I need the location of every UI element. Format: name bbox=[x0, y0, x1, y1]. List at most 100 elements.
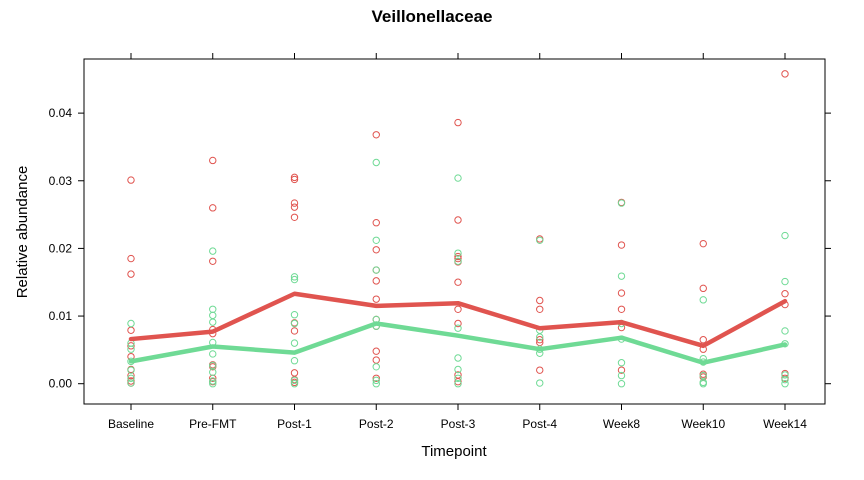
data-point bbox=[699, 380, 707, 388]
data-point bbox=[536, 366, 544, 374]
data-point bbox=[781, 380, 789, 388]
y-axis-label: Relative abundance bbox=[14, 166, 31, 299]
series-mean-line bbox=[128, 291, 788, 349]
data-point bbox=[372, 158, 380, 167]
data-point bbox=[290, 357, 299, 365]
data-point bbox=[209, 311, 217, 320]
data-point bbox=[209, 377, 217, 385]
data-point bbox=[372, 347, 380, 355]
data-point bbox=[699, 284, 707, 293]
data-point bbox=[454, 257, 462, 265]
data-point bbox=[290, 311, 299, 319]
data-point bbox=[617, 371, 626, 380]
data-point bbox=[536, 333, 544, 341]
axes: Baseline Pre-FMT Post-1 Post-2 Post-3 Post-4 W… bbox=[49, 53, 831, 431]
data-point bbox=[617, 289, 626, 297]
data-point bbox=[372, 363, 380, 371]
data-point bbox=[617, 199, 626, 207]
data-point bbox=[781, 70, 789, 78]
data-point bbox=[454, 252, 462, 261]
data-point bbox=[454, 278, 462, 286]
data-point bbox=[617, 380, 626, 388]
data-point bbox=[617, 272, 626, 280]
data-point bbox=[536, 296, 544, 305]
data-point bbox=[209, 368, 217, 376]
mean-lines bbox=[128, 291, 788, 365]
data-point bbox=[209, 204, 217, 212]
data-point bbox=[372, 374, 380, 382]
data-point bbox=[209, 257, 217, 265]
data-point bbox=[127, 366, 135, 374]
data-point bbox=[699, 239, 707, 248]
data-point bbox=[290, 327, 299, 335]
data-point bbox=[372, 131, 380, 139]
data-point bbox=[290, 213, 299, 221]
data-point bbox=[290, 273, 299, 281]
data-point bbox=[617, 359, 626, 367]
data-point bbox=[209, 156, 217, 165]
data-point bbox=[781, 290, 789, 298]
data-point bbox=[454, 374, 462, 382]
data-point bbox=[127, 326, 135, 334]
y-tick-label: 0.03 bbox=[49, 174, 73, 188]
data-point bbox=[127, 377, 135, 385]
data-point bbox=[290, 319, 299, 328]
data-point bbox=[617, 366, 626, 374]
x-axis-label: Timepoint bbox=[421, 443, 487, 460]
y-tick-label: 0.04 bbox=[49, 106, 73, 120]
data-point bbox=[454, 377, 462, 386]
data-point bbox=[209, 318, 217, 326]
series-mean-line bbox=[128, 321, 788, 365]
x-tick-label: Baseline bbox=[108, 417, 154, 431]
data-point bbox=[699, 296, 707, 304]
data-point bbox=[372, 356, 380, 364]
data-point bbox=[209, 247, 217, 255]
data-point bbox=[454, 118, 462, 127]
data-point bbox=[209, 380, 217, 388]
data-point bbox=[454, 365, 462, 374]
data-point bbox=[536, 236, 544, 244]
data-point bbox=[127, 345, 135, 353]
data-point bbox=[536, 305, 544, 313]
data-point bbox=[781, 277, 789, 286]
data-point bbox=[127, 176, 135, 184]
data-point bbox=[209, 305, 217, 313]
data-point bbox=[372, 277, 380, 285]
data-point bbox=[290, 203, 299, 211]
data-point bbox=[372, 295, 380, 303]
data-points bbox=[127, 70, 789, 388]
data-point bbox=[617, 305, 626, 313]
data-point bbox=[372, 246, 380, 254]
data-point bbox=[127, 319, 135, 328]
data-point bbox=[127, 371, 135, 380]
data-point bbox=[454, 319, 462, 328]
data-point bbox=[290, 199, 299, 207]
data-point bbox=[454, 354, 462, 362]
data-point bbox=[372, 266, 380, 274]
data-point bbox=[290, 369, 299, 377]
data-point bbox=[454, 174, 462, 182]
plot-frame bbox=[83, 58, 826, 405]
data-point bbox=[454, 216, 462, 224]
data-point bbox=[536, 336, 544, 344]
data-point bbox=[617, 241, 626, 249]
x-tick-label: Week14 bbox=[763, 417, 807, 431]
chart-title: Veillonellaceae bbox=[372, 7, 493, 26]
data-point bbox=[290, 175, 299, 184]
data-point bbox=[127, 342, 135, 350]
x-tick-label: Week10 bbox=[681, 417, 725, 431]
x-tick-label: Week8 bbox=[603, 417, 640, 431]
x-tick-label: Post-2 bbox=[359, 417, 394, 431]
x-tick-label: Post-1 bbox=[277, 417, 312, 431]
data-point bbox=[454, 380, 462, 388]
data-point bbox=[127, 270, 135, 278]
data-point bbox=[781, 327, 789, 335]
data-point bbox=[290, 376, 299, 385]
x-tick-label: Post-4 bbox=[522, 417, 557, 431]
data-point bbox=[372, 219, 380, 227]
data-point bbox=[372, 236, 380, 244]
data-point bbox=[127, 374, 135, 382]
data-point bbox=[454, 249, 462, 257]
data-point bbox=[781, 375, 789, 384]
